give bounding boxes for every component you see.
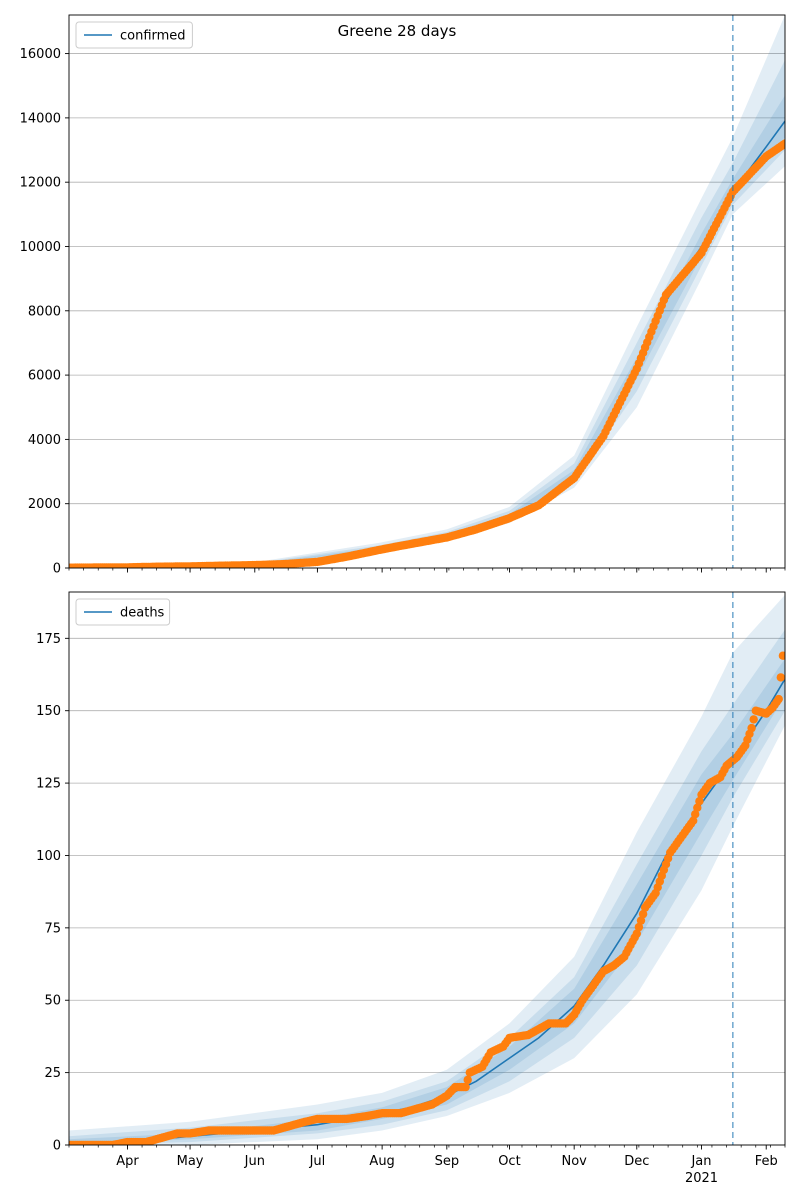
observed-series <box>69 651 785 1145</box>
y-tick-label: 12000 <box>20 176 61 191</box>
y-axis: 0 25 50 75 100 125 150 175 <box>36 632 69 1154</box>
y-tick-label: 10000 <box>20 240 61 255</box>
observed-point <box>632 929 641 938</box>
x-tick-label: Dec <box>624 1154 649 1169</box>
observed-point <box>747 723 756 733</box>
legend-box <box>75 21 193 49</box>
y-tick-label: 16000 <box>20 47 61 62</box>
x-tick-label: Jul <box>309 1154 326 1169</box>
y-tick-label: 100 <box>36 849 61 864</box>
x-axis: Apr May Jun Jul Aug Sep Oct Nov Dec Jan Feb 2021 <box>68 1145 786 1186</box>
observed-point <box>774 694 783 704</box>
x-tick-label: May <box>177 1154 204 1169</box>
deaths-panel: 0 25 50 75 100 125 150 175 Apr May Jun Jul Aug Sep Oct… <box>36 591 786 1186</box>
band-middle <box>69 629 785 1145</box>
x-tick-label: Aug <box>369 1154 394 1169</box>
x-tick-label: Sep <box>435 1154 460 1169</box>
observed-point <box>461 1082 470 1092</box>
x-tick-label: Nov <box>561 1154 587 1169</box>
y-tick-label: 25 <box>44 1066 61 1081</box>
y-tick-label: 125 <box>36 777 61 792</box>
model-median-line <box>69 120 785 568</box>
y-tick-label: 6000 <box>28 369 61 384</box>
x-tick-label: Apr <box>116 1154 139 1169</box>
observed-point <box>691 810 700 819</box>
x-year-label: 2021 <box>685 1171 718 1186</box>
observed-point <box>776 673 785 682</box>
y-tick-label: 50 <box>44 994 61 1009</box>
band-outer <box>69 594 785 1145</box>
observed-point <box>780 139 785 148</box>
x-tick-label: Jan <box>690 1154 711 1169</box>
legend-label: confirmed <box>120 29 186 44</box>
x-tick-label: Oct <box>498 1154 520 1169</box>
x-tick-label: Feb <box>755 1154 778 1169</box>
y-tick-label: 2000 <box>28 497 61 512</box>
y-tick-label: 14000 <box>20 111 61 126</box>
observed-point <box>778 651 785 660</box>
y-tick-label: 175 <box>36 632 61 647</box>
y-tick-label: 8000 <box>28 304 61 319</box>
observed-point <box>634 922 644 932</box>
observed-point <box>463 1075 472 1085</box>
y-tick-label: 4000 <box>28 433 61 448</box>
observed-point <box>638 909 648 919</box>
observed-point <box>689 816 698 825</box>
observed-point <box>693 803 702 812</box>
legend-label: deaths <box>120 606 165 621</box>
confirmed-panel: 0 2000 4000 6000 8000 10000 12000 14000 16000 con… <box>20 14 786 577</box>
observed-point <box>749 715 758 724</box>
band-inner <box>69 95 785 568</box>
axes-frame <box>68 14 786 569</box>
figure-title: Greene 28 days <box>338 22 457 40</box>
y-tick-label: 0 <box>53 562 61 577</box>
y-axis: 0 2000 4000 6000 8000 10000 12000 14000 16000 <box>20 47 69 577</box>
observed-point <box>695 797 704 806</box>
y-tick-label: 0 <box>53 1139 61 1154</box>
legend: confirmed <box>75 21 193 49</box>
observed-point <box>636 916 646 925</box>
axes-frame <box>68 591 786 1146</box>
y-grid <box>69 53 785 569</box>
y-tick-label: 75 <box>44 921 61 936</box>
x-axis <box>68 568 786 573</box>
y-tick-label: 150 <box>36 704 61 719</box>
legend: deaths <box>75 598 171 626</box>
legend-box <box>75 598 171 626</box>
observed-series <box>69 139 785 568</box>
x-tick-label: Jun <box>244 1154 265 1169</box>
